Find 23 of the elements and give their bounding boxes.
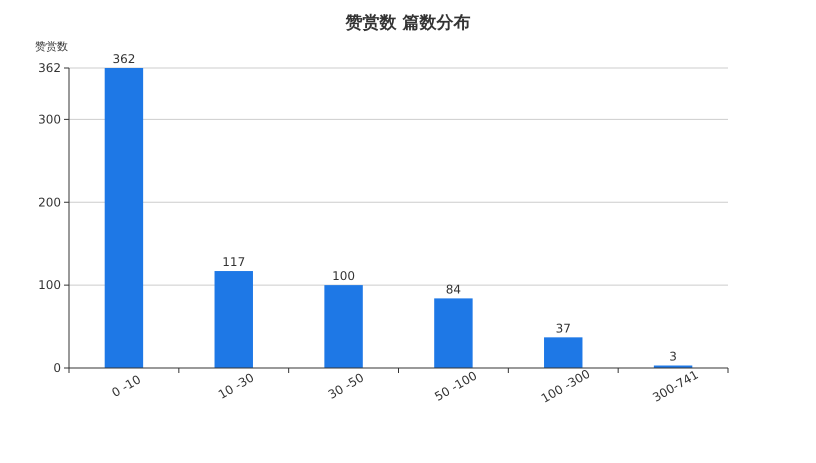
x-tick-label: 50 -100 bbox=[432, 368, 480, 404]
y-tick-label: 362 bbox=[38, 61, 61, 75]
bar bbox=[324, 285, 363, 368]
x-tick-label: 100 -300 bbox=[538, 366, 593, 406]
bar bbox=[214, 271, 253, 368]
bar bbox=[104, 68, 144, 368]
y-tick-label: 200 bbox=[38, 195, 61, 210]
bar bbox=[434, 298, 473, 368]
data-label: 37 bbox=[556, 321, 571, 336]
y-axis-title: 赞赏数 bbox=[35, 40, 68, 53]
y-tick-label: 100 bbox=[38, 278, 61, 292]
data-label: 84 bbox=[446, 282, 462, 296]
data-label: 3 bbox=[669, 350, 677, 364]
bar bbox=[544, 337, 582, 368]
data-label: 362 bbox=[112, 52, 136, 66]
x-tick-label: 10 -30 bbox=[216, 370, 256, 402]
x-tick-label: 0 -10 bbox=[109, 372, 144, 400]
y-tick-label: 300 bbox=[38, 112, 61, 126]
chart-title: 赞赏数 篇数分布 bbox=[344, 13, 470, 33]
x-tick-label: 30 -50 bbox=[326, 370, 366, 402]
data-label: 100 bbox=[332, 269, 356, 284]
data-label: 117 bbox=[222, 255, 246, 270]
y-tick-label: 0 bbox=[53, 361, 61, 375]
